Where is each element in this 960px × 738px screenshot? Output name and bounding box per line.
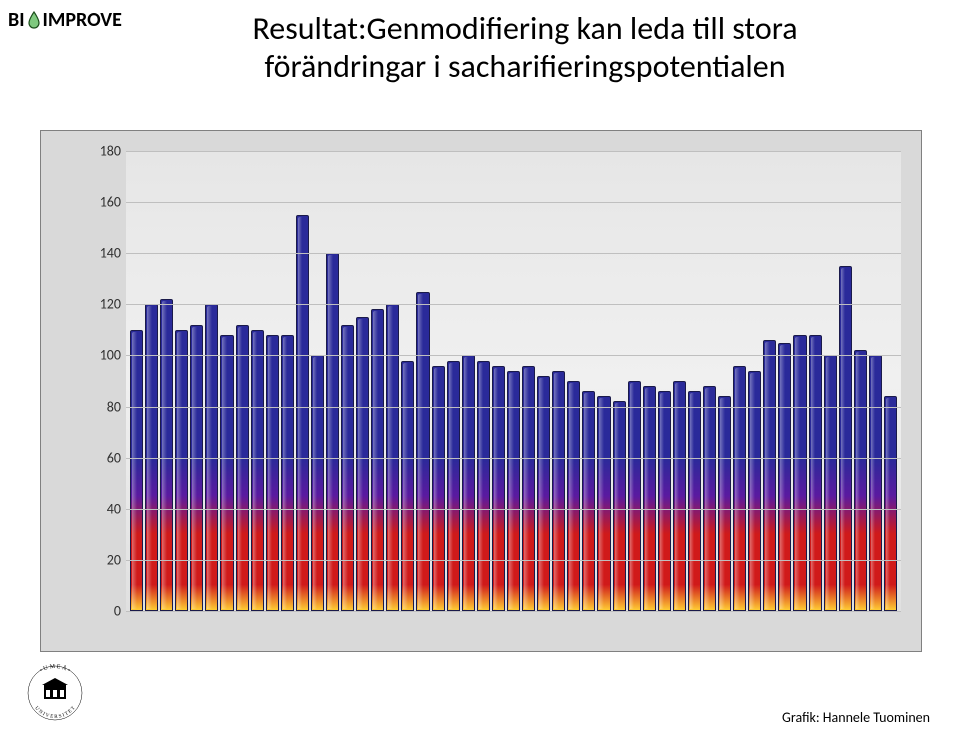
bar [778,343,791,611]
bar [522,366,535,611]
bar [160,299,173,611]
svg-text:U N I V E R S I T E T: U N I V E R S I T E T [33,705,77,720]
bar [492,366,505,611]
gridline [126,611,901,612]
bar [673,381,686,611]
bar [613,401,626,611]
bar [718,396,731,611]
title-line-1: Resultat:Genmodifiering kan leda till st… [252,9,797,48]
y-tick-label: 100 [91,347,121,364]
plot-area [126,151,901,611]
bar [733,366,746,611]
bar [597,396,610,611]
bar-chart: Sacharifieringspotential (% kontroll) 02… [40,130,922,652]
y-tick-label: 20 [91,551,121,568]
y-tick-label: 180 [91,143,121,160]
bar [311,355,324,611]
gridline [126,304,901,305]
bar [236,325,249,611]
bar [658,391,671,611]
bars-group [126,151,901,611]
gridline [126,458,901,459]
logo-text-right: IMPROVE [43,8,122,32]
bar [432,366,445,611]
bar [703,386,716,611]
y-tick-label: 0 [91,603,121,620]
bar [251,330,264,611]
gridline [126,253,901,254]
gridline [126,509,901,510]
gridline [126,202,901,203]
title-line-2: förändringar i sacharifieringspotentiale… [265,47,786,86]
y-tick-label: 120 [91,296,121,313]
gridline [126,407,901,408]
bar [854,350,867,611]
bar [643,386,656,611]
bar [326,253,339,611]
bar [537,376,550,611]
bar [793,335,806,611]
bar [416,292,429,611]
bar [884,396,897,611]
gridline [126,355,901,356]
y-tick-label: 80 [91,398,121,415]
bar [447,361,460,611]
bar [628,381,641,611]
bar [266,335,279,611]
y-tick-label: 40 [91,500,121,517]
bar [462,355,475,611]
bioimprove-logo: BI IMPROVE [8,8,122,32]
bar [190,325,203,611]
bar [220,335,233,611]
bar [582,391,595,611]
y-tick-label: 60 [91,449,121,466]
graphic-credit: Grafik: Hannele Tuominen [782,709,930,726]
bar [130,330,143,611]
bar [341,325,354,611]
gridline [126,151,901,152]
bar [401,361,414,611]
bar [688,391,701,611]
bar [824,355,837,611]
gridline [126,560,901,561]
umea-university-logo: • U M E Å • U N I V E R S I T E T [20,658,90,728]
drop-icon [27,11,41,29]
logo-text-left: BI [8,8,25,32]
svg-text:• U M E Å •: • U M E Å • [39,663,71,674]
bar [567,381,580,611]
y-tick-label: 160 [91,194,121,211]
bar [869,355,882,611]
bar [175,330,188,611]
y-tick-label: 140 [91,245,121,262]
slide-title: Resultat:Genmodifiering kan leda till st… [170,10,880,87]
bar [763,340,776,611]
bar [809,335,822,611]
bar [281,335,294,611]
bar [356,317,369,611]
bar [296,215,309,611]
bar [477,361,490,611]
